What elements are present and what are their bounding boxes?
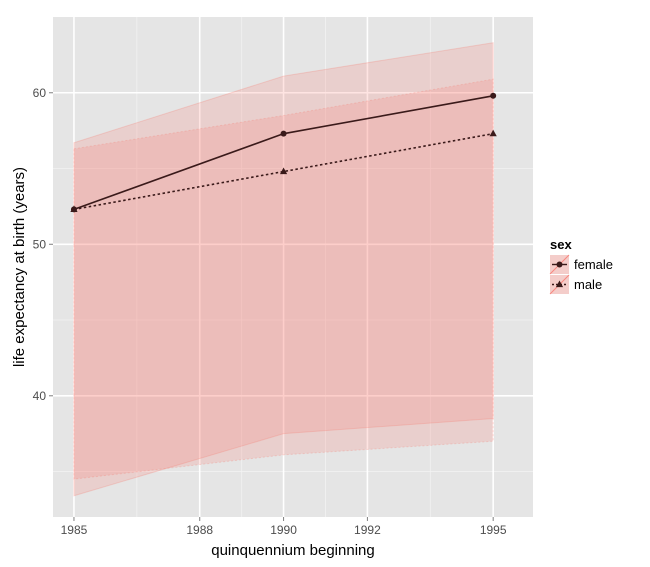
legend-key-male [549,274,570,295]
legend-key-marker [555,280,564,288]
legend-label-female: female [574,257,613,272]
series-points [70,92,497,213]
minor-gridlines [53,17,533,517]
y-tick-label: 40 [33,389,47,403]
y-axis-ticks: 40 50 60 [33,86,53,403]
y-axis-title: life expectancy at birth (years) [11,167,28,367]
legend-key-female [549,254,570,275]
x-tick-label: 1988 [186,523,213,537]
legend: sex female male [549,237,613,295]
legend-label-male: male [574,277,602,292]
point-male [489,129,497,137]
y-tick-label: 50 [33,237,47,251]
major-gridlines [53,17,533,517]
x-axis-ticks: 1985 1988 1990 1992 1995 [61,517,507,537]
legend-key-marker [556,261,563,268]
point-male [70,205,78,213]
x-tick-label: 1992 [354,523,381,537]
point-male [279,167,288,175]
x-tick-label: 1985 [61,523,88,537]
x-tick-label: 1995 [480,523,507,537]
plot-panel [53,17,533,517]
line-male [73,132,494,211]
ribbon-male [73,78,494,480]
x-axis-title: quinquennium beginning [211,542,374,559]
point-female [490,92,497,99]
y-tick-label: 60 [33,86,47,100]
point-female [280,130,287,137]
ribbons [73,42,494,497]
x-tick-label: 1990 [270,523,297,537]
ribbon-female [73,42,494,497]
legend-title: sex [550,237,572,252]
